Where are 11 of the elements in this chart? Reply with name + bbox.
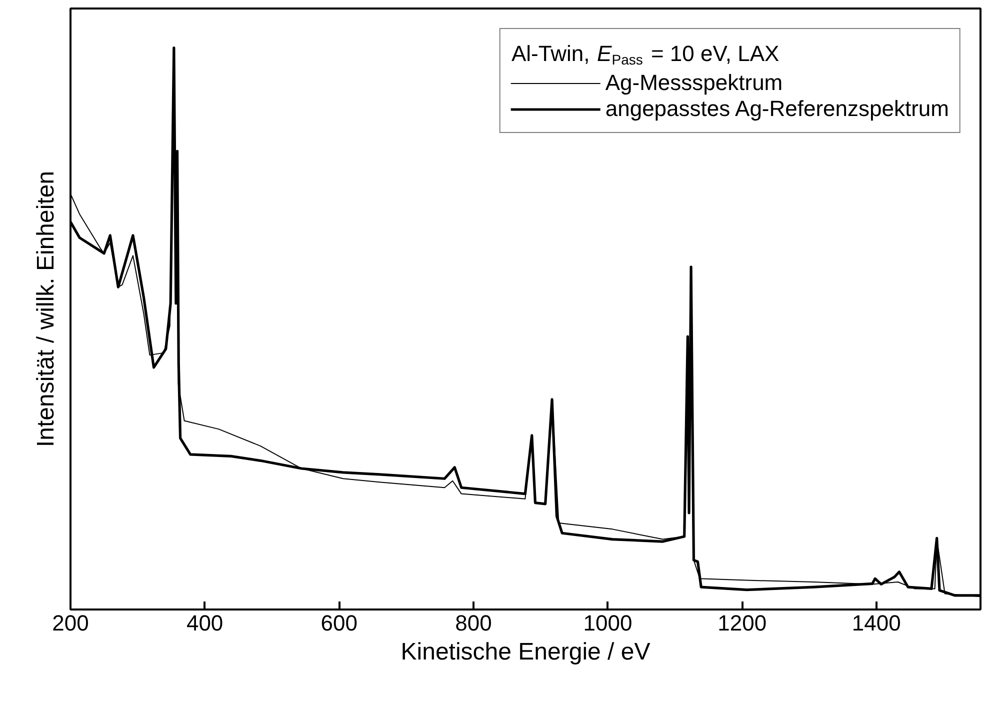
x-tick-label: 1200 xyxy=(718,610,767,636)
x-tick-label: 600 xyxy=(320,610,358,636)
x-tick-label: 1000 xyxy=(583,610,632,636)
y-axis-title: Intensität / willk. Einheiten xyxy=(32,170,60,448)
x-tick-label: 1400 xyxy=(852,610,901,636)
x-tick-label: 400 xyxy=(186,610,224,636)
legend-label: Ag-Messspektrum xyxy=(605,70,783,96)
x-tick-label: 200 xyxy=(52,610,89,636)
x-axis-title: Kinetische Energie / eV xyxy=(400,638,650,666)
x-tick-label: 800 xyxy=(455,610,492,636)
legend-label: angepasstes Ag-Referenzspektrum xyxy=(605,96,949,122)
